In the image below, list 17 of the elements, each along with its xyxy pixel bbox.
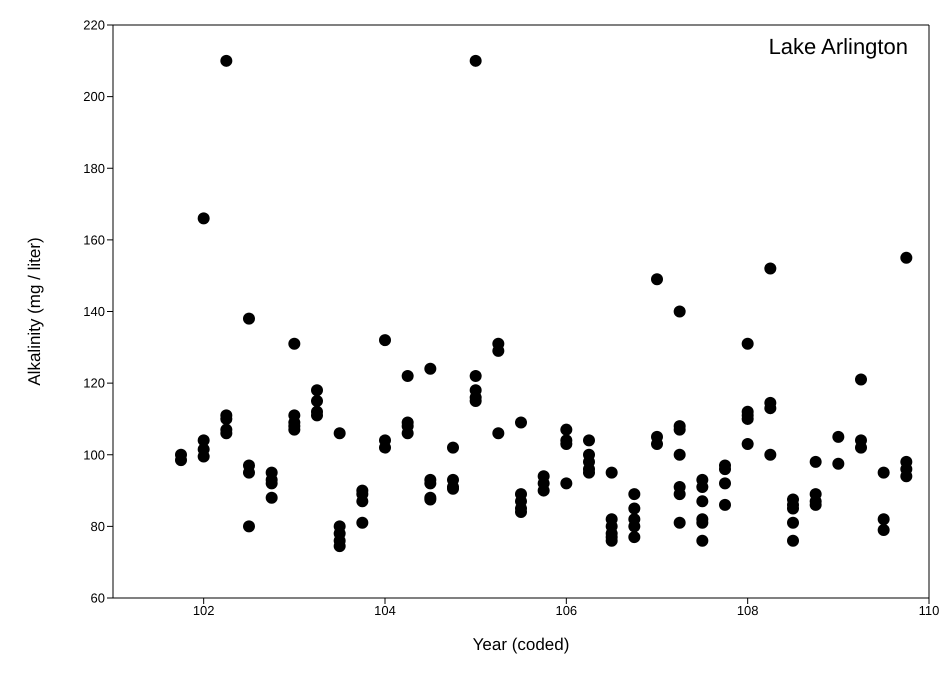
y-tick-label: 120 <box>83 376 105 391</box>
x-axis-title: Year (coded) <box>472 635 570 654</box>
x-tick-label: 106 <box>555 603 578 618</box>
y-tick-label: 60 <box>90 590 105 606</box>
x-tick-label: 102 <box>192 603 215 618</box>
y-tick-label: 80 <box>90 518 105 534</box>
x-tick-label: 104 <box>374 603 396 618</box>
y-tick-label: 200 <box>83 89 105 104</box>
y-tick-label: 140 <box>83 304 105 320</box>
y-tick-label: 180 <box>83 160 105 176</box>
y-axis-title: Alkalinity (mg / liter) <box>25 237 44 386</box>
annotation: Lake Arlington <box>768 34 908 60</box>
x-tick-label: 110 <box>918 603 940 618</box>
x-tick-label: 108 <box>736 603 759 618</box>
y-tick-label: 160 <box>83 232 105 248</box>
y-tick-label: 220 <box>83 18 105 33</box>
y-tick-label: 100 <box>83 447 105 462</box>
